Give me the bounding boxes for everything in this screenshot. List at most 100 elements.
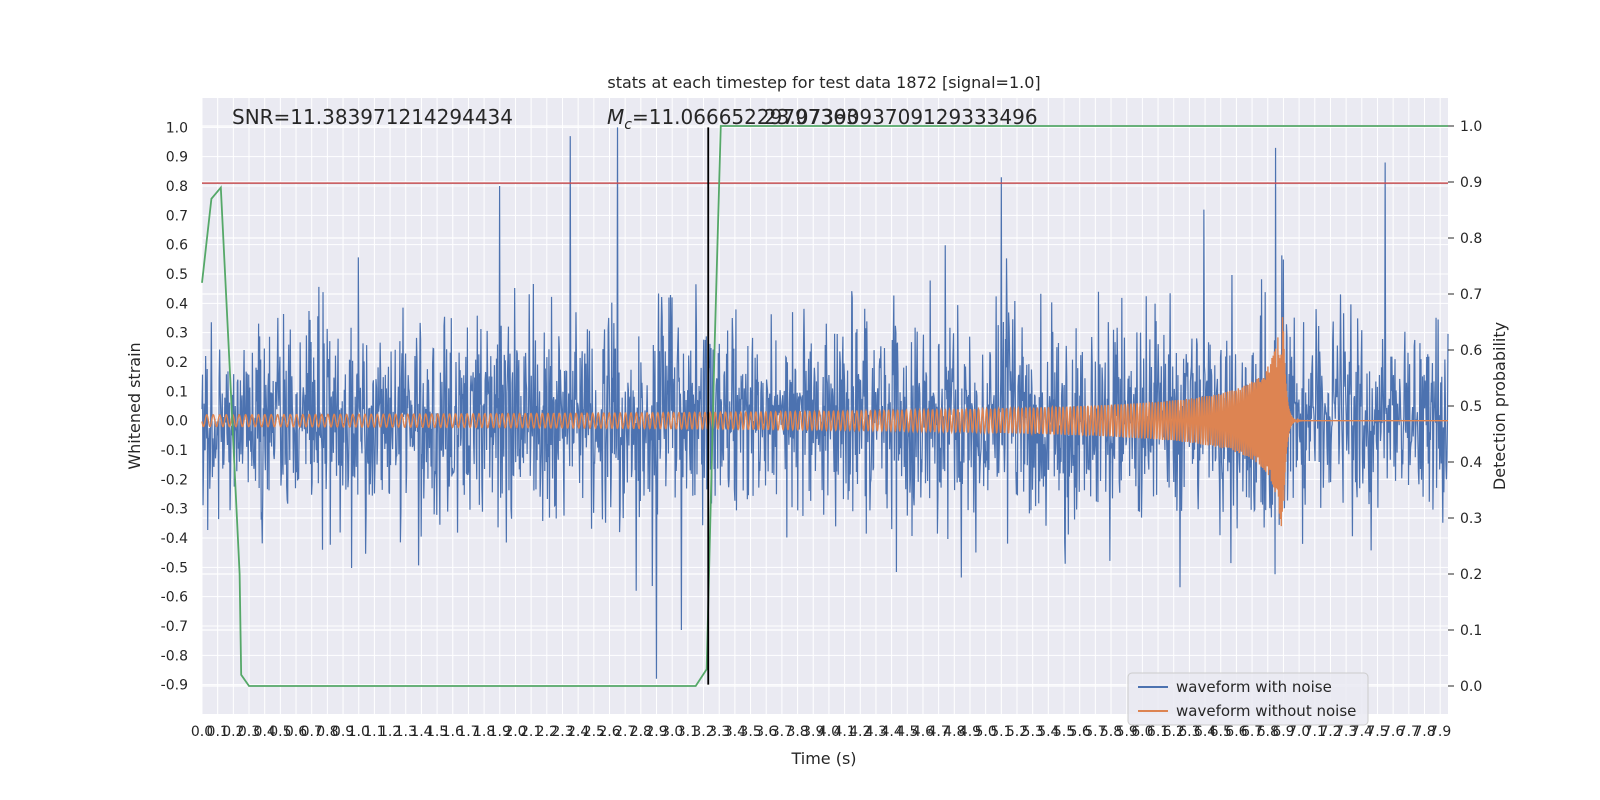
- y-tick-label: 0.1: [166, 384, 188, 400]
- x-tick-label: 2.7: [614, 724, 636, 740]
- x-tick-label: 3.6: [755, 724, 777, 740]
- x-tick-label: 6.1: [1147, 724, 1169, 740]
- y-tick-label: 0.7: [166, 208, 188, 224]
- x-tick-label: 3.1: [677, 724, 699, 740]
- x-tick-label: 3.2: [692, 724, 714, 740]
- chirp-mass-value: =11.06665229797363: [632, 105, 859, 129]
- x-tick-label: 2.2: [536, 724, 558, 740]
- x-tick-label: 0.6: [285, 724, 307, 740]
- x-tick-label: 7.8: [1413, 724, 1435, 740]
- x-tick-label: 4.6: [912, 724, 934, 740]
- x-tick-label: 1.1: [363, 724, 385, 740]
- x-tick-label: 2.4: [567, 724, 589, 740]
- x-tick-label: 0.7: [301, 724, 323, 740]
- x-axis-label: Time (s): [790, 749, 856, 768]
- chirp-mass-subscript: c: [624, 117, 632, 133]
- x-tick-label: 1.0: [348, 724, 370, 740]
- x-tick-label: 1.2: [379, 724, 401, 740]
- x-tick-label: 5.6: [1069, 724, 1091, 740]
- signal-line: [201, 317, 1448, 527]
- x-tick-label: 0.2: [222, 724, 244, 740]
- y-tick-label: -0.9: [161, 678, 188, 694]
- y2-axis-label: Detection probability: [1490, 322, 1509, 490]
- y-tick-label: 0.4: [166, 296, 188, 312]
- x-tick-label: 2.5: [583, 724, 605, 740]
- y-tick-label: -0.3: [161, 502, 188, 518]
- legend-label-noise: waveform with noise: [1176, 678, 1332, 696]
- x-tick-label: 1.5: [426, 724, 448, 740]
- series-waveform-without-noise: [201, 317, 1448, 527]
- y-tick-label: -0.7: [161, 619, 188, 635]
- x-tick-label: 2.6: [598, 724, 620, 740]
- x-tick-label: 0.1: [207, 724, 229, 740]
- x-tick-label: 7.9: [1429, 724, 1451, 740]
- x-tick-label: 4.7: [927, 724, 949, 740]
- x-tick-label: 3.4: [724, 724, 746, 740]
- x-tick-label: 3.5: [739, 724, 761, 740]
- y-tick-label: -0.1: [161, 443, 188, 459]
- x-tick-label: 4.2: [849, 724, 871, 740]
- overlapping-annotation: 23.0739093709129333496: [764, 105, 1038, 129]
- y-tick-label: 1.0: [166, 120, 188, 136]
- y-axis-label: Whitened strain: [125, 342, 144, 469]
- y-tick-label: -0.5: [161, 560, 188, 576]
- y-tick-label: 0.3: [166, 326, 188, 342]
- y-axis-ticks: 1.0 0.9 0.8 0.7 0.6 0.5 0.4 0.3 0.2 0.1 0.0 -0.1 -0.…: [161, 120, 188, 693]
- y-tick-label: -0.4: [161, 531, 188, 547]
- x-tick-label: 7.6: [1382, 724, 1404, 740]
- x-tick-label: 6.5: [1210, 724, 1232, 740]
- x-tick-label: 6.4: [1194, 724, 1216, 740]
- y2-tick-label: 0.1: [1460, 623, 1482, 639]
- x-tick-label: 4.0: [818, 724, 840, 740]
- y2-tick-label: 0.9: [1460, 175, 1482, 191]
- x-tick-label: 1.3: [395, 724, 417, 740]
- x-tick-label: 1.8: [473, 724, 495, 740]
- x-axis-ticks: 0.00.10.20.30.40.50.60.70.80.91.01.11.21…: [191, 724, 1451, 740]
- y2-tick-label: 1.0: [1460, 119, 1482, 135]
- x-tick-label: 7.4: [1351, 724, 1373, 740]
- x-tick-label: 4.3: [865, 724, 887, 740]
- x-tick-label: 5.8: [1100, 724, 1122, 740]
- probability-line: [201, 125, 1448, 687]
- y2-tick-label: 0.6: [1460, 343, 1482, 359]
- x-tick-label: 0.9: [332, 724, 354, 740]
- x-tick-label: 0.8: [316, 724, 338, 740]
- x-tick-label: 0.3: [238, 724, 260, 740]
- x-tick-label: 5.5: [1053, 724, 1075, 740]
- x-tick-label: 2.0: [504, 724, 526, 740]
- x-tick-label: 4.9: [959, 724, 981, 740]
- x-tick-label: 2.3: [551, 724, 573, 740]
- x-tick-label: 2.1: [520, 724, 542, 740]
- y-tick-label: 0.2: [166, 355, 188, 371]
- x-tick-label: 3.3: [708, 724, 730, 740]
- x-tick-label: 3.0: [661, 724, 683, 740]
- y2-tick-label: 0.2: [1460, 567, 1482, 583]
- chart-title: stats at each timestep for test data 187…: [607, 73, 1040, 92]
- x-tick-label: 5.7: [1084, 724, 1106, 740]
- x-tick-label: 3.9: [802, 724, 824, 740]
- x-tick-label: 2.8: [630, 724, 652, 740]
- y2-tick-label: 0.3: [1460, 511, 1482, 527]
- x-tick-label: 1.9: [489, 724, 511, 740]
- x-tick-label: 7.7: [1398, 724, 1420, 740]
- x-tick-label: 3.7: [771, 724, 793, 740]
- y-tick-label: -0.2: [161, 472, 188, 488]
- legend-label-signal: waveform without noise: [1176, 702, 1356, 720]
- series-detection-probability: [201, 125, 1448, 687]
- x-tick-label: 6.6: [1225, 724, 1247, 740]
- x-tick-label: 6.2: [1163, 724, 1185, 740]
- x-tick-label: 4.1: [833, 724, 855, 740]
- chirp-mass-annotation: Mc=11.06665229797363: [607, 105, 859, 133]
- y-tick-label: 0.8: [166, 179, 188, 195]
- legend-box: [1127, 672, 1369, 726]
- y2-tick-label: 0.8: [1460, 231, 1482, 247]
- x-tick-label: 5.2: [1006, 724, 1028, 740]
- x-tick-label: 3.8: [786, 724, 808, 740]
- x-tick-label: 7.2: [1319, 724, 1341, 740]
- x-tick-label: 1.6: [442, 724, 464, 740]
- snr-annotation: SNR=11.383971214294434: [232, 105, 513, 129]
- y2-tick-label: 0.5: [1460, 399, 1482, 415]
- x-tick-label: 7.3: [1335, 724, 1357, 740]
- y-tick-label: 0.5: [166, 267, 188, 283]
